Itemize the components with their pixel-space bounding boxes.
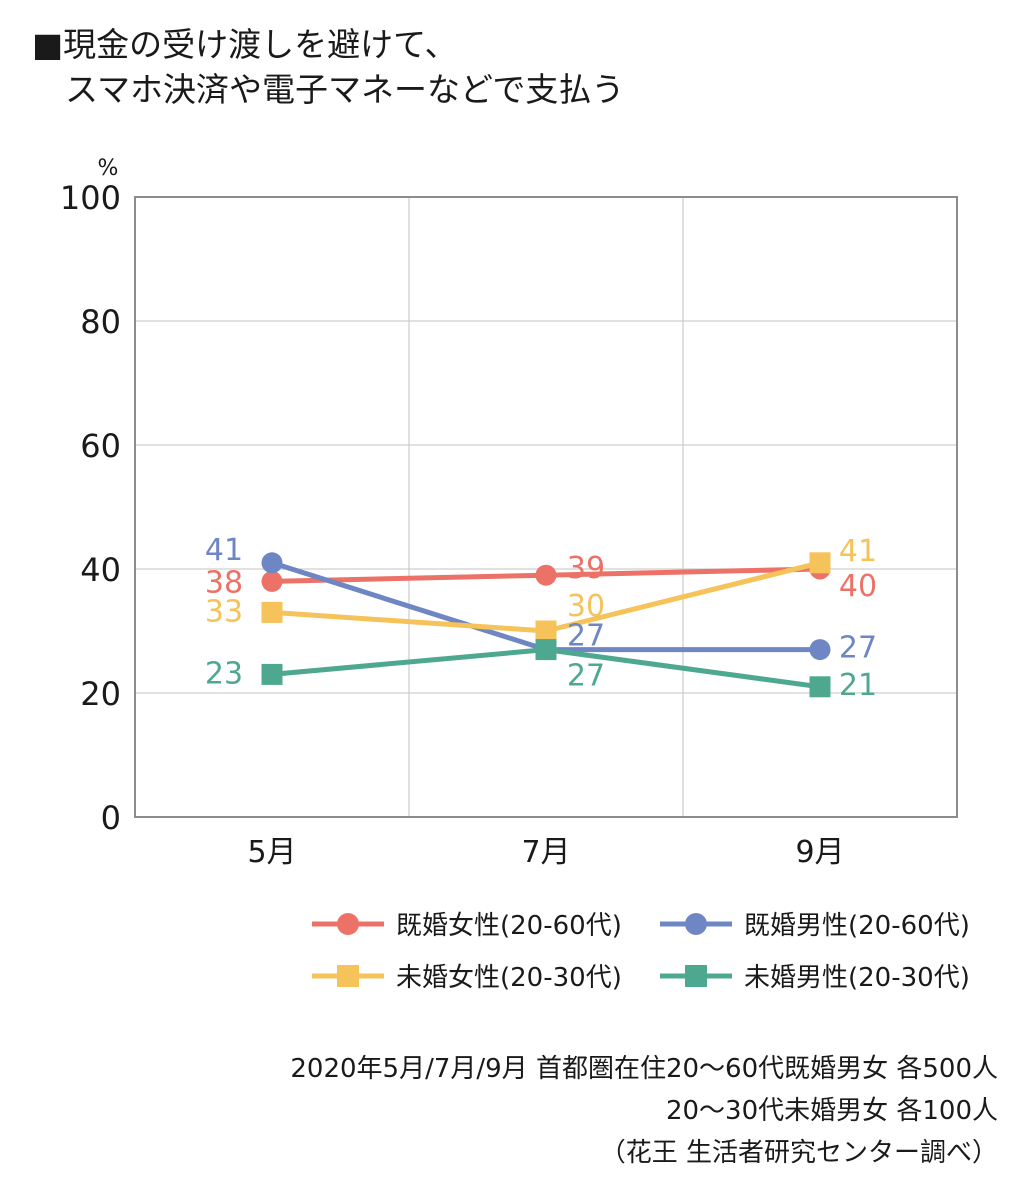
y-tick-label-80: 80 — [80, 303, 121, 341]
legend-swatch-married-female — [312, 912, 384, 935]
data-label-married-male-1: 41 — [205, 533, 243, 568]
footnote-line-1: 2020年5月/7月/9月 首都圏在住20～60代既婚男女 各500人 — [290, 1054, 998, 1084]
point-unmarried-male-2 — [535, 639, 557, 661]
legend-label-unmarried-male: 未婚男性(20-30代) — [744, 963, 970, 993]
point-married-male-1 — [261, 552, 283, 574]
data-label-unmarried-female-2: 30 — [567, 589, 605, 624]
legend-item-unmarried-male: 未婚男性(20-30代) — [658, 957, 970, 994]
legend-swatch-married-male — [660, 912, 732, 935]
data-label-married-female-2: 39 — [567, 551, 605, 586]
y-tick-label-20: 20 — [80, 675, 121, 713]
point-married-male-3 — [809, 639, 831, 661]
legend-item-unmarried-female: 未婚女性(20-30代) — [310, 957, 622, 994]
point-married-female-1 — [261, 570, 283, 592]
data-label-unmarried-male-1: 23 — [205, 656, 243, 691]
legend-swatch-unmarried-male — [660, 964, 732, 987]
legend-label-unmarried-female: 未婚女性(20-30代) — [396, 963, 622, 993]
data-label-married-female-3: 40 — [839, 569, 877, 604]
data-label-unmarried-female-3: 41 — [839, 534, 877, 569]
footnote-line-2: 20～30代未婚男女 各100人 — [665, 1096, 998, 1126]
footnote-line-3: （花王 生活者研究センター調べ） — [599, 1138, 998, 1168]
y-tick-label-60: 60 — [80, 427, 121, 465]
data-label-married-male-3: 27 — [839, 631, 877, 666]
plot-frame — [134, 196, 958, 818]
y-tick-label-40: 40 — [80, 551, 121, 589]
point-unmarried-female-3 — [809, 552, 831, 574]
point-unmarried-male-1 — [261, 663, 283, 685]
footnote: 2020年5月/7月/9月 首都圏在住20～60代既婚男女 各500人 20～3… — [290, 1048, 998, 1174]
y-tick-label-100: 100 — [60, 179, 121, 217]
chart-title: ■現金の受け渡しを避けて、 スマホ決済や電子マネーなどで支払う — [32, 22, 624, 112]
x-tick-label-3: 9月 — [795, 835, 844, 870]
legend-label-married-male: 既婚男性(20-60代) — [744, 911, 970, 941]
legend-item-married-male: 既婚男性(20-60代) — [658, 905, 970, 942]
data-label-unmarried-male-3: 21 — [839, 668, 877, 703]
y-tick-label-0: 0 — [101, 799, 121, 837]
point-unmarried-female-2 — [535, 620, 557, 642]
title-line-2: スマホ決済や電子マネーなどで支払う — [65, 70, 625, 109]
legend-swatch-unmarried-female — [312, 964, 384, 987]
point-unmarried-female-1 — [261, 601, 283, 623]
legend-item-married-female: 既婚女性(20-60代) — [310, 905, 622, 942]
title-line-1: ■現金の受け渡しを避けて、 — [32, 25, 458, 64]
data-label-unmarried-male-2: 27 — [567, 659, 605, 694]
point-married-female-2 — [535, 564, 557, 586]
data-label-married-female-1: 38 — [205, 565, 243, 600]
x-tick-label-2: 7月 — [521, 835, 570, 870]
y-unit-label: % — [98, 156, 119, 181]
data-label-married-male-2: 27 — [567, 619, 605, 654]
data-label-unmarried-female-1: 33 — [205, 594, 243, 629]
point-unmarried-male-3 — [809, 676, 831, 698]
x-tick-label-1: 5月 — [247, 835, 296, 870]
legend-label-married-female: 既婚女性(20-60代) — [396, 911, 622, 941]
